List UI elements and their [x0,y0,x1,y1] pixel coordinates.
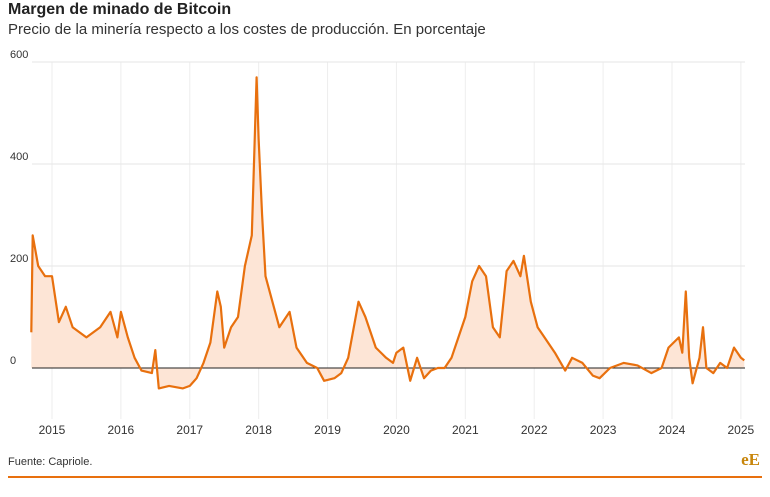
x-tick-label: 2020 [383,423,410,437]
x-tick-label: 2025 [728,423,755,437]
y-tick-label: 200 [10,253,28,265]
x-tick-label: 2016 [108,423,135,437]
x-tick-label: 2017 [176,423,203,437]
source: Fuente: Capriole. [8,456,92,468]
y-tick-label: 0 [10,355,16,367]
area [31,77,745,389]
chart-title: Margen de minado de Bitcoin [8,1,231,18]
x-tick-label: 2022 [521,423,548,437]
x-tick-label: 2024 [659,423,686,437]
x-tick-label: 2023 [590,423,617,437]
x-tick-label: 2019 [314,423,341,437]
y-tick-label: 400 [10,151,28,163]
line [30,76,745,390]
logo: eE [741,450,760,469]
x-tick-label: 2015 [39,423,66,437]
y-tick-label: 600 [10,49,28,61]
chart-subtitle: Precio de la minería respecto a los cost… [8,21,486,38]
x-tick-label: 2018 [245,423,272,437]
x-tick-label: 2021 [452,423,479,437]
